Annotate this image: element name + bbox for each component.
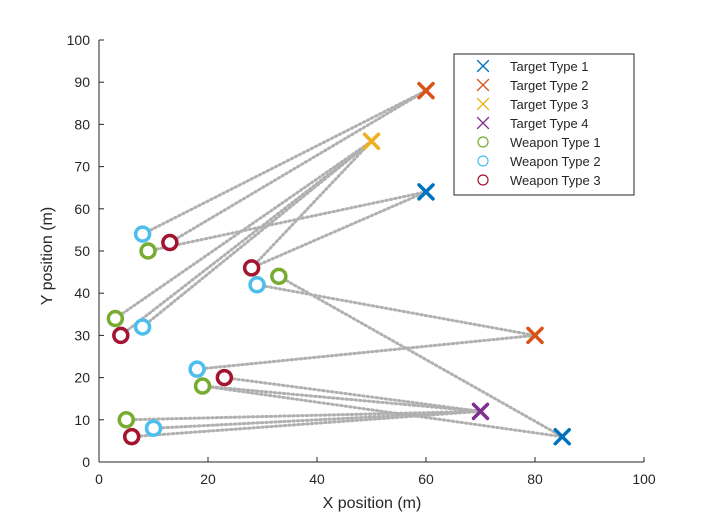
weapon-marker bbox=[270, 267, 288, 286]
marker-stroke bbox=[417, 81, 435, 100]
x-tick-label: 20 bbox=[200, 471, 216, 487]
target-marker bbox=[417, 81, 435, 100]
weapon-marker bbox=[133, 318, 152, 336]
y-tick-label: 60 bbox=[74, 201, 90, 217]
legend-marker bbox=[476, 97, 490, 111]
legend-entry: Target Type 1 bbox=[510, 59, 589, 74]
assignment-line bbox=[152, 409, 482, 430]
marker-stroke bbox=[471, 402, 490, 421]
y-tick-label: 80 bbox=[74, 116, 90, 132]
marker-stroke bbox=[476, 78, 490, 92]
assignment-line bbox=[201, 384, 482, 413]
weapon-marker bbox=[112, 326, 130, 345]
weapon-marker bbox=[133, 225, 152, 243]
y-tick-label: 40 bbox=[74, 285, 90, 301]
legend-marker bbox=[476, 59, 490, 73]
y-tick-label: 30 bbox=[74, 327, 90, 343]
x-tick-label: 60 bbox=[418, 471, 434, 487]
legend-entry: Target Type 2 bbox=[510, 78, 589, 93]
weapon-marker bbox=[248, 276, 266, 294]
legend-entry: Target Type 3 bbox=[510, 97, 589, 112]
x-axis-label: X position (m) bbox=[323, 495, 422, 512]
assignment-line bbox=[119, 139, 373, 337]
weapon-marker bbox=[161, 233, 179, 252]
y-tick-label: 20 bbox=[74, 370, 90, 386]
y-tick-label: 90 bbox=[74, 74, 90, 90]
legend-entry: Weapon Type 2 bbox=[510, 154, 601, 169]
assignment-line bbox=[277, 274, 564, 439]
y-tick-label: 50 bbox=[74, 243, 90, 259]
assignment-line bbox=[146, 190, 428, 253]
axes: 0 20 40 60 80 100 0 10 20 30 40 50 60 70 80 90 100 bbox=[67, 32, 656, 487]
assignment-line bbox=[222, 376, 482, 413]
legend-marker bbox=[477, 136, 489, 148]
assignment-line bbox=[124, 409, 482, 422]
target-marker bbox=[526, 326, 544, 345]
marker-stroke bbox=[553, 427, 571, 446]
y-tick-label: 70 bbox=[74, 159, 90, 175]
marker-stroke bbox=[476, 116, 490, 130]
data-points bbox=[106, 81, 571, 446]
assignment-line bbox=[250, 190, 428, 270]
y-axis-label: Y position (m) bbox=[39, 207, 56, 305]
legend: Target Type 1 Target Type 2 Target Type 3 T… bbox=[453, 53, 635, 196]
weapon-marker bbox=[242, 259, 261, 277]
target-marker bbox=[471, 402, 490, 421]
weapon-marker bbox=[193, 377, 212, 395]
y-tick-label: 10 bbox=[74, 412, 90, 428]
assignment-line bbox=[255, 283, 537, 337]
legend-entry: Target Type 4 bbox=[510, 116, 589, 131]
legend-entry: Weapon Type 1 bbox=[510, 135, 601, 150]
marker-stroke bbox=[362, 132, 381, 151]
marker-stroke bbox=[417, 183, 435, 201]
assignment-line bbox=[113, 139, 373, 321]
y-tick-label: 100 bbox=[67, 32, 91, 48]
target-marker bbox=[362, 132, 381, 151]
weapon-marker bbox=[106, 309, 125, 328]
marker-stroke bbox=[476, 97, 490, 111]
x-tick-label: 80 bbox=[527, 471, 543, 487]
weapon-marker bbox=[144, 419, 163, 437]
legend-marker bbox=[476, 78, 490, 92]
marker-stroke bbox=[476, 59, 490, 73]
assignment-lines bbox=[113, 89, 564, 439]
assignment-line bbox=[250, 139, 373, 270]
target-marker bbox=[417, 183, 435, 201]
assignment-line bbox=[168, 89, 428, 245]
marker-stroke bbox=[526, 326, 544, 345]
x-tick-label: 100 bbox=[632, 471, 656, 487]
legend-marker bbox=[477, 174, 489, 186]
legend-marker bbox=[476, 116, 490, 130]
assignment-line bbox=[141, 89, 428, 236]
weapon-marker bbox=[215, 368, 234, 387]
target-marker bbox=[553, 427, 571, 446]
x-tick-label: 0 bbox=[95, 471, 103, 487]
x-tick-label: 40 bbox=[309, 471, 325, 487]
weapon-marker bbox=[122, 427, 141, 446]
assignment-line bbox=[195, 333, 537, 371]
weapon-marker bbox=[117, 411, 135, 429]
weapon-marker bbox=[188, 360, 206, 378]
assignment-line bbox=[201, 384, 564, 439]
legend-marker bbox=[477, 155, 489, 167]
legend-entry: Weapon Type 3 bbox=[510, 173, 601, 188]
y-tick-label: 0 bbox=[82, 454, 90, 470]
weapon-marker bbox=[139, 242, 157, 260]
